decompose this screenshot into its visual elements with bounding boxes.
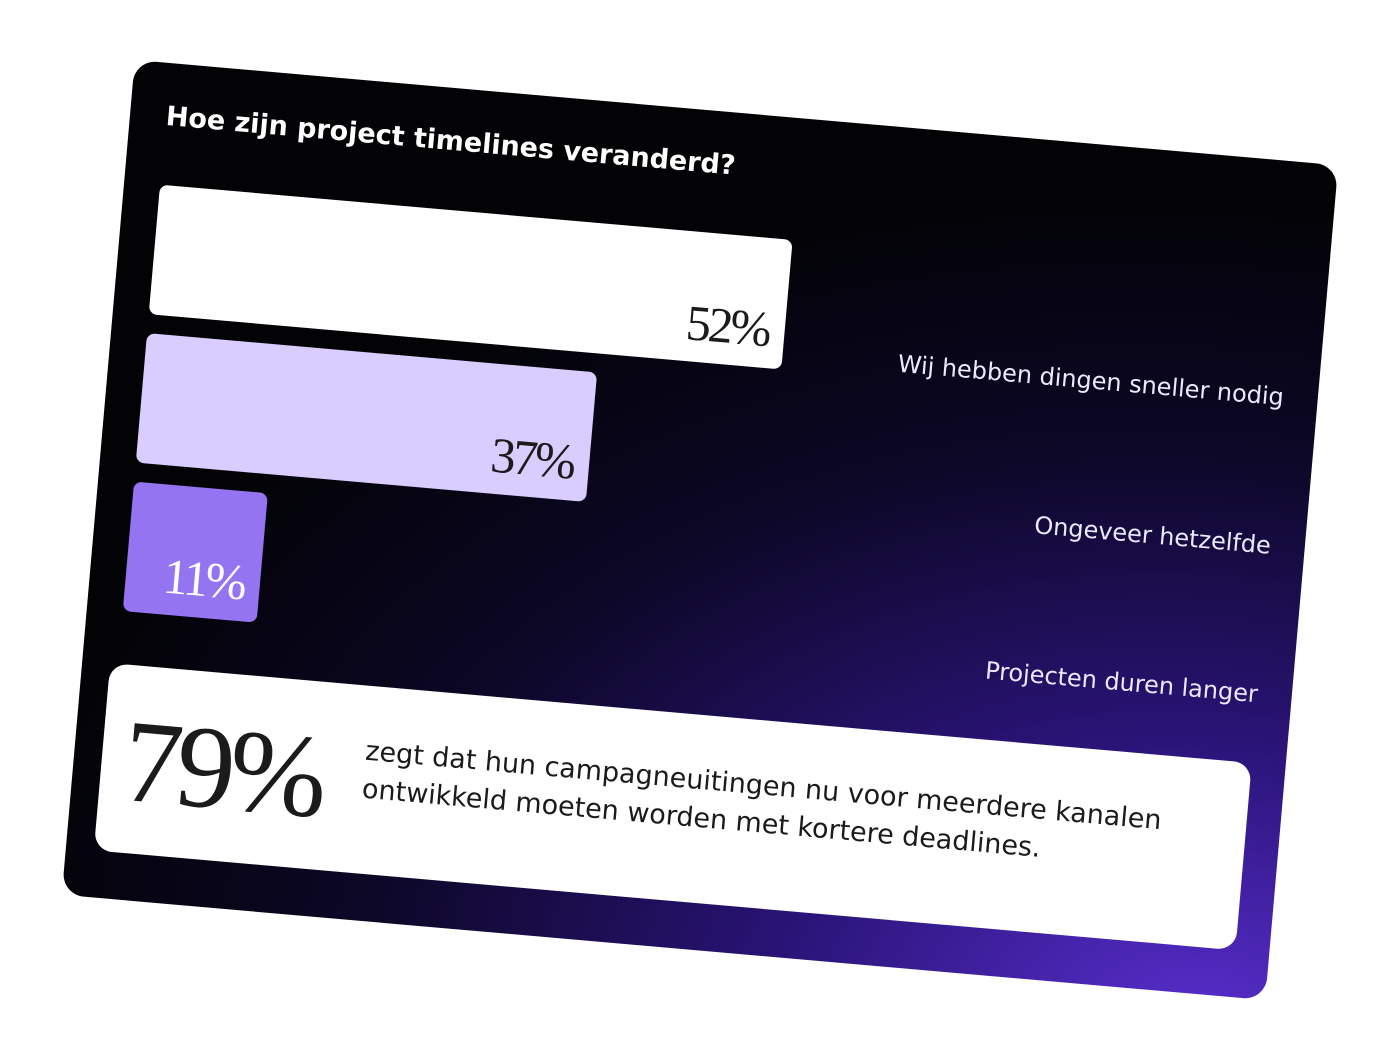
callout-stat: 79%: [118, 695, 330, 843]
bar: [136, 333, 597, 502]
value-label: 11%: [161, 548, 248, 611]
callout-box: [95, 664, 1251, 949]
bar: [149, 185, 792, 369]
bar: [123, 482, 268, 623]
value-label: 52%: [684, 294, 773, 357]
card: Hoe zijn project timelines veranderd? 79…: [63, 61, 1337, 999]
value-label: 37%: [489, 427, 578, 490]
